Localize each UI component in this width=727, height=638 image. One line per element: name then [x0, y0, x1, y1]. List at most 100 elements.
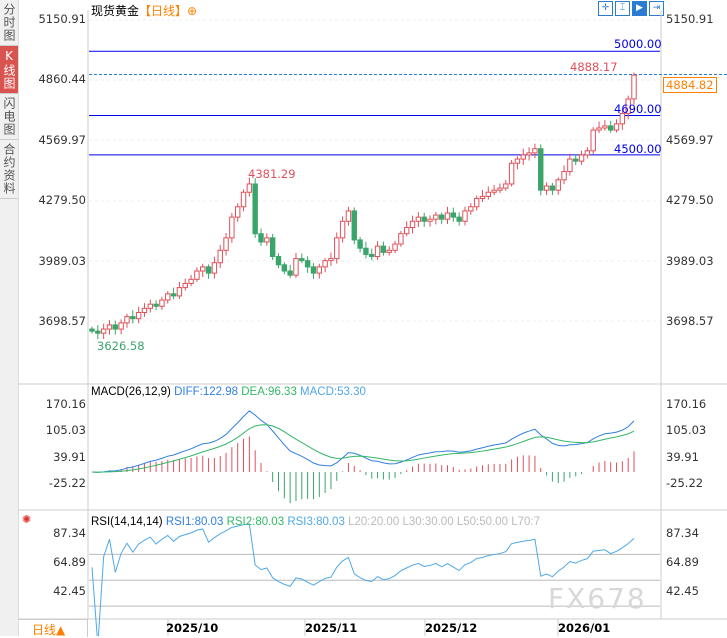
- macd-diff: DIFF:122.98: [174, 386, 239, 398]
- candle-body: [485, 191, 492, 197]
- date-tick: 2025/11: [305, 621, 358, 635]
- candle-body: [281, 264, 288, 272]
- candle-body: [304, 260, 311, 268]
- candle-body: [223, 237, 229, 251]
- level-label: 5000.00: [614, 37, 662, 51]
- candle-body: [147, 303, 153, 309]
- candle-body: [124, 316, 130, 324]
- level-label: 4690.00: [614, 102, 662, 116]
- macd-tick: 170.16: [45, 397, 86, 411]
- candle-body: [170, 293, 177, 297]
- candle-body: [491, 189, 497, 193]
- candle-body: [578, 154, 585, 162]
- candle-body: [345, 210, 352, 222]
- candle-body: [153, 303, 159, 307]
- instrument-name: 现货黄金: [91, 4, 140, 18]
- price-tick-right: 5150.91: [666, 12, 714, 26]
- candle-body: [334, 237, 340, 260]
- candle-body: [229, 216, 235, 239]
- macd-title: MACD(26,12,9): [91, 386, 171, 398]
- candle-body: [398, 233, 404, 245]
- period-label[interactable]: 【日线】: [139, 4, 188, 18]
- rsi2-value: RSI2:80.03: [226, 516, 285, 528]
- candle-body: [299, 258, 305, 262]
- tab-flash[interactable]: 闪电图: [0, 94, 18, 140]
- candle-body: [404, 226, 410, 235]
- circle-plus-icon[interactable]: ⊕: [187, 4, 198, 18]
- date-tick: 2025/12: [425, 621, 478, 635]
- candle-body: [351, 210, 357, 241]
- candle-body: [625, 98, 631, 114]
- candle-body: [264, 237, 270, 243]
- candle-body: [339, 220, 346, 239]
- candle-body: [234, 206, 241, 218]
- price-tick-right: 4279.50: [666, 193, 714, 207]
- candle-body: [532, 148, 538, 154]
- candle-body: [619, 112, 626, 125]
- candle-body: [95, 330, 101, 334]
- price-tick-right: 4569.97: [666, 133, 714, 147]
- candle-body: [514, 158, 521, 164]
- macd-tick: 39.91: [53, 450, 86, 464]
- candle-body: [567, 158, 573, 173]
- candle-body: [258, 233, 264, 243]
- candle-body: [503, 183, 509, 189]
- candle-body: [176, 287, 183, 297]
- candle-body: [211, 262, 218, 274]
- date-tick: 2025/10: [166, 621, 219, 635]
- last-price-tag: 4884.82: [663, 77, 717, 93]
- candle-body: [433, 214, 439, 220]
- tab-timeshare[interactable]: 分时图: [0, 0, 18, 46]
- candle-body: [497, 187, 503, 191]
- period-high-label: 4381.29: [248, 167, 296, 181]
- price-tick: 4860.44: [38, 72, 86, 86]
- macd-dea-line: [91, 424, 635, 473]
- candle-body: [590, 129, 596, 152]
- candle-body: [462, 210, 468, 222]
- price-tick: 4569.97: [38, 133, 86, 147]
- candle-body: [409, 220, 416, 228]
- rsi-l30: L30:30.00: [402, 516, 454, 528]
- macd-tick: 105.03: [45, 423, 86, 437]
- rsi-tick-right: 87.34: [666, 526, 699, 540]
- candle-body: [479, 195, 486, 199]
- candle-body: [200, 266, 206, 272]
- play-icon[interactable]: ▶: [632, 1, 647, 16]
- candle-body: [444, 212, 451, 220]
- price-tick-right: 3698.57: [666, 314, 714, 328]
- candle-body: [438, 214, 445, 220]
- rsi1-value: RSI1:80.03: [165, 516, 224, 528]
- candle-body: [584, 150, 591, 156]
- period-selector[interactable]: 日线▲: [32, 623, 66, 637]
- candle-body: [421, 216, 427, 222]
- date-tick: 2026/01: [558, 621, 611, 635]
- rsi-title: RSI(14,14,14): [91, 516, 163, 528]
- candle-body: [555, 179, 561, 191]
- candle-body: [246, 183, 253, 193]
- candle-body: [89, 328, 95, 332]
- fit-icon[interactable]: ⌶: [615, 1, 630, 16]
- candle-body: [159, 299, 165, 307]
- candle-body: [607, 125, 614, 131]
- rsi-line: [91, 523, 635, 636]
- candle-body: [602, 125, 608, 129]
- price-tick: 3989.03: [38, 254, 86, 268]
- candle-body: [322, 260, 328, 268]
- candle-body: [310, 266, 317, 274]
- settings-gear-icon[interactable]: ✺: [22, 513, 32, 526]
- scroll-end-icon[interactable]: ⇥: [649, 1, 664, 16]
- rsi-tick-right: 64.89: [666, 555, 699, 569]
- period-low-label: 3626.58: [97, 339, 145, 353]
- tab-contract-info[interactable]: 合约资料: [0, 140, 18, 199]
- candle-body: [380, 245, 387, 253]
- rsi-tick: 87.34: [53, 526, 86, 540]
- candle-body: [561, 171, 567, 181]
- tab-kline[interactable]: K线图: [0, 46, 18, 94]
- crosshair-icon[interactable]: ✛: [598, 1, 613, 16]
- candle-body: [538, 148, 544, 191]
- candle-body: [363, 247, 369, 255]
- macd-tick-right: 170.16: [666, 397, 707, 411]
- recent-high-label: 4888.17: [570, 60, 618, 74]
- rsi-tick: 64.89: [53, 555, 86, 569]
